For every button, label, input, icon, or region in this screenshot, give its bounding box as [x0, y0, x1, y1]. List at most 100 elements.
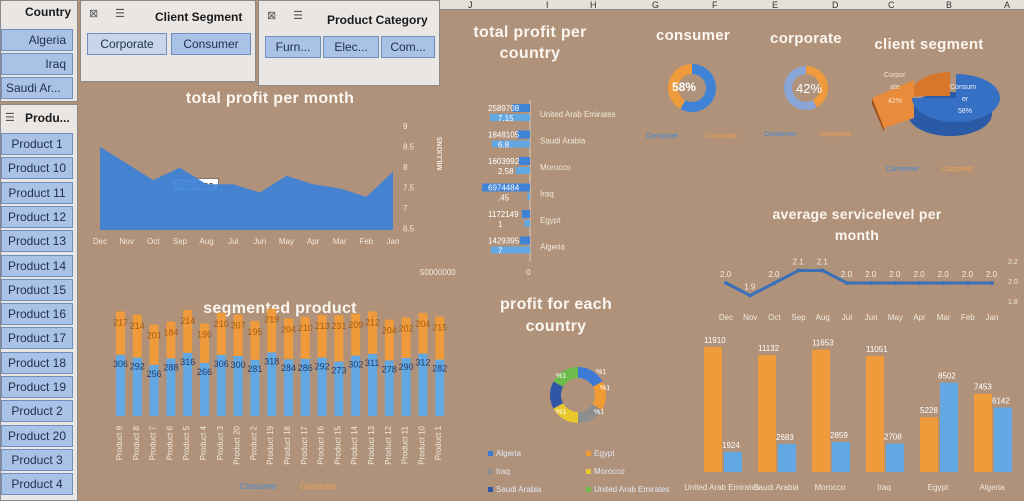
- y-tick-label: 8.5: [403, 143, 415, 152]
- x-tick-label: Morocco: [815, 483, 846, 492]
- legend-corporate: Corporate: [706, 133, 738, 140]
- x-axis-label: 0: [526, 268, 531, 277]
- bar-consumer: [166, 358, 176, 416]
- clear-filter-icon[interactable]: ⊠: [89, 8, 99, 20]
- slicer-item-product[interactable]: Product 2: [1, 400, 73, 423]
- service-level-title: average servicelevel per month: [772, 206, 942, 243]
- multi-select-icon[interactable]: ☰: [293, 10, 303, 22]
- x-tick-label: Product 16: [317, 425, 326, 464]
- slicer-item-product[interactable]: Product 19: [1, 376, 73, 398]
- y-tick-label: 1.8: [1008, 299, 1018, 306]
- x-tick-label: Product 7: [149, 425, 158, 460]
- data-label: 217: [113, 317, 128, 327]
- slicer-item-product[interactable]: Product 13: [1, 230, 73, 253]
- bar-corporate: [334, 315, 344, 362]
- x-tick-label: Nov: [120, 237, 134, 246]
- multi-select-icon[interactable]: ☰: [115, 8, 125, 20]
- slicer-item-product[interactable]: Product 11: [1, 181, 73, 204]
- category-label: Morocco: [540, 163, 571, 172]
- slicer-item-furniture[interactable]: Furn...: [265, 36, 321, 58]
- bar-corporate: [166, 321, 176, 359]
- data-label: 1.9: [744, 283, 756, 292]
- legend-corporate: Corporate: [300, 482, 336, 491]
- slicer-item-computers[interactable]: Com...: [381, 36, 435, 58]
- column-letter: A: [1004, 0, 1011, 10]
- data-label: 204: [415, 319, 430, 329]
- multi-select-icon[interactable]: ☰: [5, 112, 15, 124]
- bar-corporate: [401, 317, 411, 358]
- slicer-item-product[interactable]: Product 4: [1, 473, 73, 496]
- slicer-item-iraq[interactable]: Iraq: [1, 53, 73, 75]
- data-label: 214: [130, 321, 145, 331]
- slicer-item-product[interactable]: Product 12: [1, 205, 73, 228]
- client-segment-slicer: ⊠ ☰ Client Segment Corporate Consumer: [80, 0, 256, 82]
- bar-consumer: [250, 359, 260, 416]
- bar: [517, 130, 530, 139]
- slicer-item-product[interactable]: Product 3: [1, 448, 73, 471]
- slicer-item-saudi-arabia[interactable]: Saudi Ar...: [1, 77, 73, 99]
- slicer-item-product[interactable]: Product 18: [1, 351, 73, 374]
- x-tick-label: Jan: [387, 237, 400, 246]
- x-tick-label: Algeria: [980, 483, 1005, 492]
- line-series: [725, 269, 992, 298]
- slicer-item-consumer[interactable]: Consumer: [171, 33, 251, 55]
- bar: [524, 220, 530, 227]
- x-tick-label: Aug: [199, 237, 213, 246]
- bar: [490, 246, 530, 254]
- slicer-item-product[interactable]: Product 1: [1, 133, 73, 155]
- slicer-item-product[interactable]: Product 16: [1, 303, 73, 326]
- slicer-item-electronics[interactable]: Elec...: [323, 36, 379, 58]
- line-point: [724, 281, 728, 285]
- data-label: 2.0: [768, 270, 780, 279]
- client-segment-slicer-title: Client Segment: [155, 10, 243, 24]
- data-label: 290: [399, 362, 414, 372]
- slicer-item-product[interactable]: Product 10: [1, 157, 73, 180]
- bar-consumer: [351, 355, 361, 416]
- corporate-percent-label: 42%: [796, 81, 823, 96]
- x-tick-label: Apr: [307, 237, 320, 246]
- bar-consumer: [317, 357, 327, 416]
- line-point: [941, 281, 946, 285]
- corporate-slice-main: [806, 66, 829, 108]
- slicer-item-algeria[interactable]: Algeria: [1, 29, 73, 51]
- bar-consumer: [368, 353, 377, 416]
- line-point: [844, 281, 849, 285]
- data-label: 1172149: [488, 210, 519, 219]
- bar-consumer: [886, 443, 904, 472]
- slicer-item-corporate[interactable]: Corporate: [87, 33, 167, 55]
- slicer-item-product[interactable]: Product 14: [1, 254, 73, 277]
- legend-consumer: Consumer: [646, 133, 679, 140]
- data-label: 5228: [920, 406, 938, 415]
- clear-filter-icon[interactable]: ⊠: [267, 10, 277, 22]
- slicer-item-product[interactable]: Product 20: [1, 424, 73, 447]
- data-label: 231: [331, 321, 346, 331]
- line-point: [748, 293, 753, 298]
- category-label: United Arab Emirates: [540, 110, 616, 119]
- x-tick-label: Product 2: [249, 425, 258, 460]
- donut-slice: [578, 367, 603, 387]
- bar: [512, 104, 530, 112]
- x-tick-label: May: [279, 237, 294, 246]
- bar-consumer: [994, 407, 1012, 472]
- x-tick-label: Nov: [743, 313, 757, 322]
- bar-consumer: [116, 354, 125, 416]
- x-tick-label: United Arab Emirates: [684, 483, 760, 492]
- bar-consumer: [334, 361, 344, 416]
- column-header-strip: J I H G F E D C B A: [440, 0, 1024, 10]
- slicer-item-product[interactable]: Product 15: [1, 278, 73, 301]
- x-tick-label: Feb: [961, 313, 975, 322]
- legend-consumer: Consumer: [240, 482, 277, 491]
- slicer-item-product[interactable]: Product 17: [1, 327, 73, 350]
- client-pie-edge: [872, 98, 884, 132]
- data-label: 273: [331, 365, 346, 375]
- data-label: 1848105: [488, 131, 520, 140]
- x-axis-label: 50000000: [420, 268, 456, 277]
- data-label: 6974484: [488, 184, 520, 193]
